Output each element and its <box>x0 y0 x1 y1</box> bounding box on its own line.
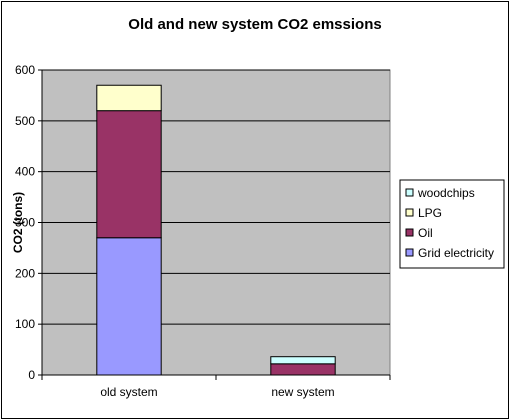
chart-title: Old and new system CO2 emssions <box>128 16 382 33</box>
legend-swatch <box>405 228 414 237</box>
bar-segment-grid-electricity <box>96 237 162 376</box>
bar-segment-oil <box>96 110 162 239</box>
y-tick-label: 500 <box>15 114 35 128</box>
legend-label: LPG <box>418 206 442 220</box>
legend-label: woodchips <box>417 186 475 200</box>
bar-segment-oil <box>270 363 336 376</box>
x-tick-label: new system <box>271 385 334 399</box>
y-tick-label: 100 <box>15 317 35 331</box>
x-tick-label: old system <box>100 385 157 399</box>
y-tick-label: 400 <box>15 165 35 179</box>
legend-label: Grid electricity <box>418 246 494 260</box>
y-tick-label: 200 <box>15 266 35 280</box>
legend-label: Oil <box>418 226 433 240</box>
legend-swatch <box>405 248 414 257</box>
legend <box>399 179 505 269</box>
bar-segment-woodchips <box>270 356 336 365</box>
y-axis-title: CO2 (tons) <box>11 192 25 253</box>
y-tick-label: 300 <box>15 216 35 230</box>
legend-swatch <box>405 188 414 197</box>
y-tick-label: 600 <box>15 63 35 77</box>
y-tick-label: 0 <box>28 368 35 382</box>
bar-segment-lpg <box>96 84 162 112</box>
legend-swatch <box>405 208 414 217</box>
